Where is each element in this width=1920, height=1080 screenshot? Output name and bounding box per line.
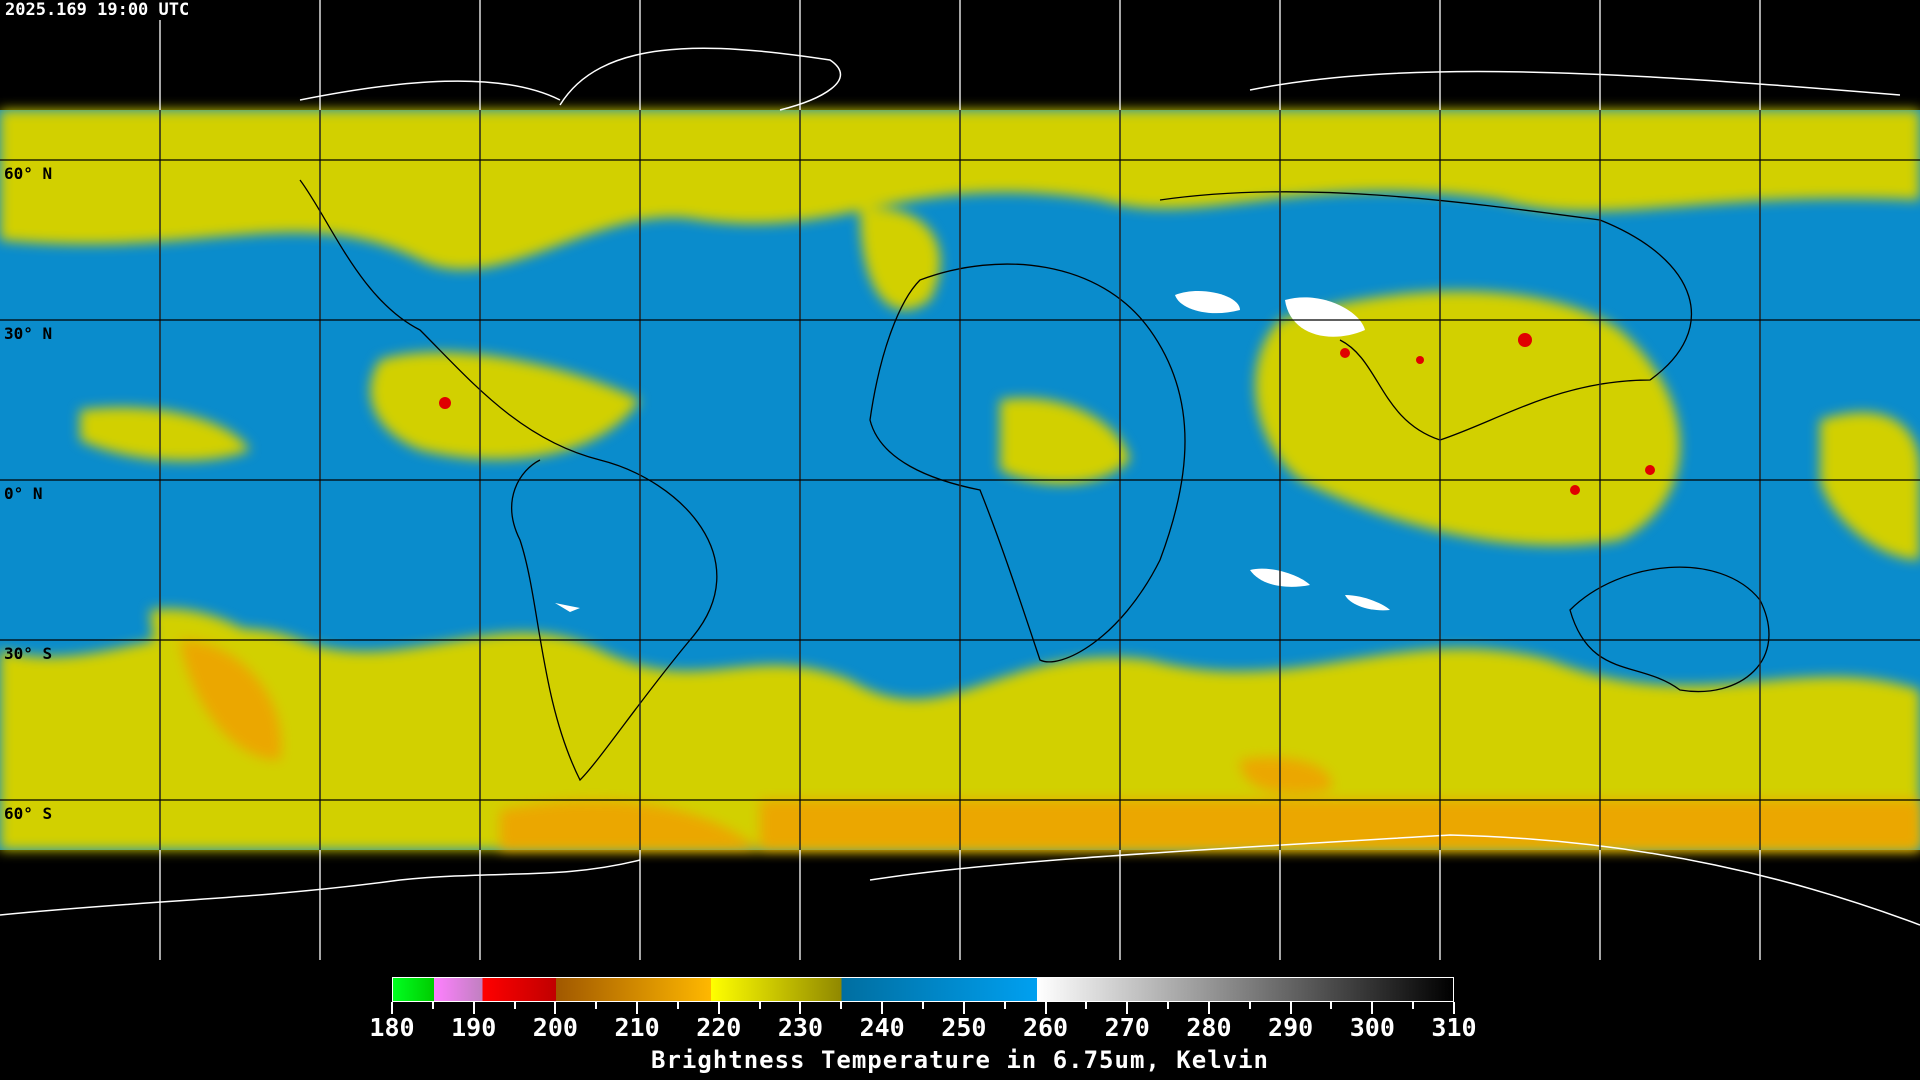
colorbar-tick-label: 280 — [1186, 1013, 1232, 1042]
colorbar-tick — [1003, 1002, 1006, 1009]
colorbar-tick — [1167, 1002, 1170, 1009]
colorbar-tick — [962, 1002, 965, 1014]
colorbar-tick — [881, 1002, 884, 1014]
colorbar-tick — [840, 1002, 843, 1009]
colorbar-tick-label: 310 — [1431, 1013, 1477, 1042]
colorbar — [392, 977, 1454, 1002]
colorbar-tick — [799, 1002, 802, 1014]
lat-label: 60° N — [4, 164, 53, 183]
lat-label: 0° N — [4, 484, 43, 503]
colorbar-tick — [676, 1002, 679, 1009]
colorbar-tick — [1248, 1002, 1251, 1009]
lat-label: 30° N — [4, 324, 53, 343]
colorbar-tick-label: 180 — [369, 1013, 415, 1042]
colorbar-tick — [636, 1002, 639, 1014]
colorbar-tick — [391, 1002, 393, 1014]
colorbar-tick-label: 190 — [451, 1013, 497, 1042]
colorbar-tick — [922, 1002, 924, 1009]
colorbar-tick-label: 250 — [941, 1013, 987, 1042]
colorbar-tick — [472, 1002, 475, 1014]
colorbar-tick — [1126, 1002, 1129, 1014]
colorbar-tick — [554, 1002, 557, 1014]
colorbar-tick — [717, 1002, 720, 1014]
colorbar-tick-label: 230 — [777, 1013, 824, 1042]
lat-label: 60° S — [4, 804, 53, 823]
colorbar-tick — [513, 1002, 516, 1009]
colorbar-tick-label: 240 — [859, 1013, 905, 1042]
colorbar-tick-label: 300 — [1349, 1013, 1395, 1042]
colorbar-tick — [1207, 1002, 1210, 1014]
lat-label: 30° S — [4, 644, 53, 663]
colorbar-tick — [758, 1002, 761, 1009]
colorbar-tick — [1085, 1002, 1088, 1009]
colorbar-tick-label: 200 — [532, 1013, 578, 1042]
colorbar-tick — [595, 1002, 598, 1009]
polar-coastlines — [0, 47, 1920, 926]
colorbar-tick — [1330, 1002, 1333, 1009]
colorbar-tick — [1453, 1002, 1455, 1014]
colorbar-tick-label: 270 — [1104, 1013, 1150, 1042]
colorbar-tick — [431, 1002, 434, 1009]
colorbar-tick — [1044, 1002, 1047, 1014]
colorbar-tick — [1371, 1002, 1374, 1014]
water-vapor-map — [0, 0, 1920, 960]
colorbar-tick-label: 210 — [614, 1013, 660, 1042]
colorbar-tick — [1412, 1002, 1415, 1009]
colorbar-tick-label: 220 — [696, 1013, 742, 1042]
timestamp: 2025.169 19:00 UTC — [2, 0, 193, 20]
colorbar-tick-label: 290 — [1268, 1013, 1314, 1042]
lat-lon-grid — [0, 0, 1920, 960]
colorbar-title: Brightness Temperature in 6.75um, Kelvin — [651, 1046, 1269, 1074]
colorbar-tick — [1289, 1002, 1292, 1014]
colorbar-tick-label: 260 — [1022, 1013, 1069, 1042]
